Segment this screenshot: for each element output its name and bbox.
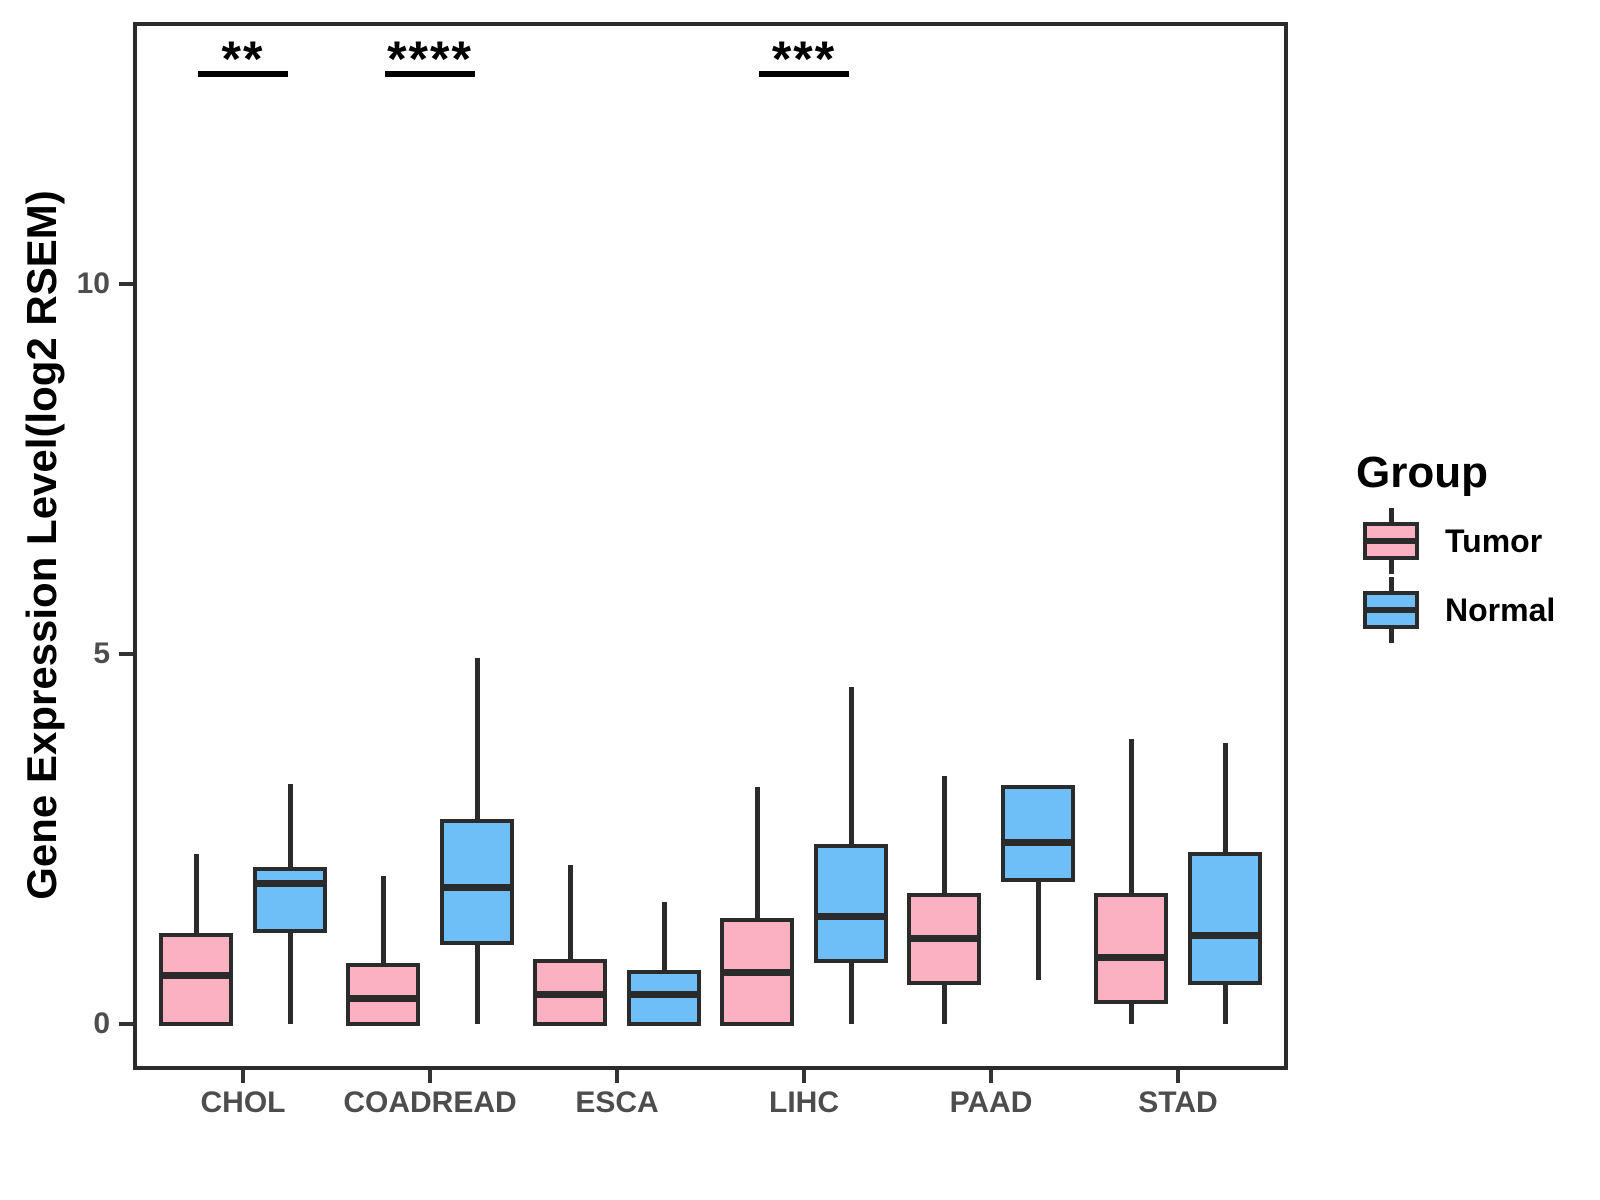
median-line-stad-normal [1188, 931, 1262, 939]
y-axis-tick [119, 1022, 133, 1026]
y-tick-label: 0 [93, 1007, 110, 1040]
box-chol-tumor [159, 933, 233, 1026]
y-tick-label: 10 [76, 267, 110, 300]
x-axis-tick [802, 1070, 806, 1083]
legend-label-tumor: Tumor [1445, 523, 1543, 559]
median-line-paad-normal [1001, 839, 1075, 847]
median-line-lihc-normal [814, 913, 888, 921]
x-tick-label-lihc: LIHC [769, 1086, 839, 1119]
whisker-line-lihc-tumor [754, 787, 760, 1024]
legend-boxplot-glyph-normal [1363, 577, 1419, 643]
whisker-line-coadread-tumor [380, 876, 386, 1024]
box-coadread-normal [440, 818, 514, 945]
significance-bar-coadread [385, 71, 475, 77]
y-tick-label: 5 [93, 637, 110, 670]
significance-bar-lihc [759, 71, 849, 77]
box-esca-normal [627, 970, 701, 1026]
median-line-coadread-normal [440, 883, 514, 891]
median-line-coadread-tumor [346, 994, 420, 1002]
box-stad-tumor [1094, 892, 1168, 1004]
x-axis-tick [428, 1070, 432, 1083]
legend-boxplot-glyph-tumor [1363, 508, 1419, 574]
x-tick-label-paad: PAAD [949, 1086, 1033, 1119]
legend-item-normal: Normal [1363, 577, 1600, 643]
legend-title: Group [1356, 448, 1488, 497]
legend-item-tumor: Tumor [1363, 508, 1600, 574]
median-line-esca-normal [627, 990, 701, 998]
x-axis-tick [241, 1070, 245, 1083]
x-axis-tick [615, 1070, 619, 1083]
y-axis-tick [119, 282, 133, 286]
box-stad-normal [1188, 851, 1262, 986]
median-line-chol-tumor [159, 972, 233, 980]
median-line-paad-tumor [907, 935, 981, 943]
legend-label-normal: Normal [1445, 592, 1556, 628]
whisker-line-paad-normal [1035, 787, 1041, 980]
significance-bar-chol [198, 71, 288, 77]
y-axis-tick [119, 652, 133, 656]
legend-glyph-median [1363, 607, 1419, 613]
box-chol-normal [253, 866, 327, 934]
whisker-line-esca-normal [661, 901, 667, 1024]
x-tick-label-stad: STAD [1138, 1086, 1218, 1119]
y-axis-title: Gene Expression Level(log2 RSEM) [18, 190, 65, 900]
median-line-chol-normal [253, 879, 327, 887]
whisker-line-stad-tumor [1128, 739, 1134, 1024]
x-tick-label-coadread: COADREAD [343, 1086, 517, 1119]
box-paad-normal [1001, 785, 1075, 882]
box-coadread-tumor [346, 962, 420, 1026]
median-line-stad-tumor [1094, 953, 1168, 961]
x-axis-tick [989, 1070, 993, 1083]
median-line-esca-tumor [533, 990, 607, 998]
median-line-lihc-tumor [720, 968, 794, 976]
box-lihc-normal [814, 844, 888, 964]
x-tick-label-esca: ESCA [575, 1086, 659, 1119]
x-tick-label-chol: CHOL [200, 1086, 286, 1119]
legend-glyph-median [1363, 538, 1419, 544]
whisker-line-esca-tumor [567, 864, 573, 1024]
x-axis-tick [1176, 1070, 1180, 1083]
